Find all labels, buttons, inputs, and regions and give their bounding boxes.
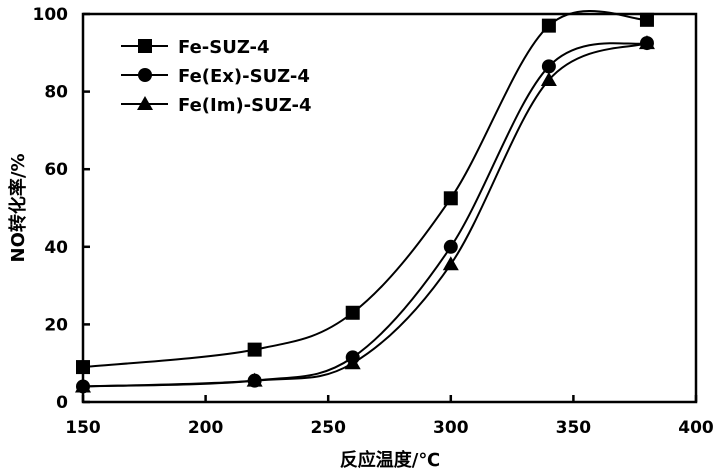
x-axis-title: 反应温度/℃ (340, 449, 440, 471)
y-tick-label: 0 (56, 393, 68, 413)
data-point (639, 12, 654, 27)
legend: Fe-SUZ-4 Fe(Ex)-SUZ-4 Fe(Im)-SUZ-4 (121, 37, 311, 116)
legend-marker (137, 96, 153, 110)
y-tick-label: 40 (44, 238, 68, 258)
legend-label: Fe-SUZ-4 (178, 37, 270, 58)
data-point (541, 59, 556, 74)
data-point (442, 256, 459, 271)
data-point (541, 18, 556, 33)
series-line (82, 42, 648, 388)
x-tick-label: 200 (188, 418, 224, 438)
x-tick-label: 400 (678, 418, 714, 438)
series-line (82, 9, 648, 369)
legend-marker (138, 68, 152, 82)
x-tick-label: 300 (433, 418, 469, 438)
data-point (638, 35, 655, 50)
legend-marker (138, 39, 152, 53)
y-tick-label: 20 (44, 315, 68, 335)
data-point (345, 305, 360, 320)
x-tick-label: 250 (310, 418, 346, 438)
plot-frame (81, 12, 698, 404)
data-point (443, 191, 458, 206)
series-markers (75, 12, 655, 394)
data-point (344, 355, 361, 370)
data-point (75, 378, 91, 393)
y-tick-label: 100 (33, 5, 69, 25)
x-tick-label: 150 (65, 418, 101, 438)
x-tick-label: 350 (556, 418, 592, 438)
data-point (247, 342, 262, 357)
axis-ticks: 150 200 250 300 350 400 0 20 40 60 80 100 (33, 5, 714, 438)
data-point (246, 372, 263, 387)
data-point (443, 239, 458, 254)
series-curves (82, 9, 648, 388)
legend-label: Fe(Ex)-SUZ-4 (178, 66, 310, 87)
y-axis-title: NO转化率/% (7, 154, 29, 263)
y-tick-label: 60 (44, 160, 68, 180)
data-point (540, 71, 557, 86)
y-tick-label: 80 (44, 83, 68, 103)
legend-label: Fe(Im)-SUZ-4 (178, 95, 311, 116)
series-line (82, 42, 648, 388)
data-point (76, 360, 90, 375)
